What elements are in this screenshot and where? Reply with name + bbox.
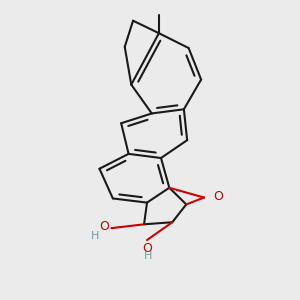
- Text: H: H: [91, 232, 99, 242]
- Text: O: O: [143, 242, 153, 255]
- Text: H: H: [144, 250, 153, 260]
- Text: O: O: [214, 190, 224, 203]
- Text: O: O: [99, 220, 109, 233]
